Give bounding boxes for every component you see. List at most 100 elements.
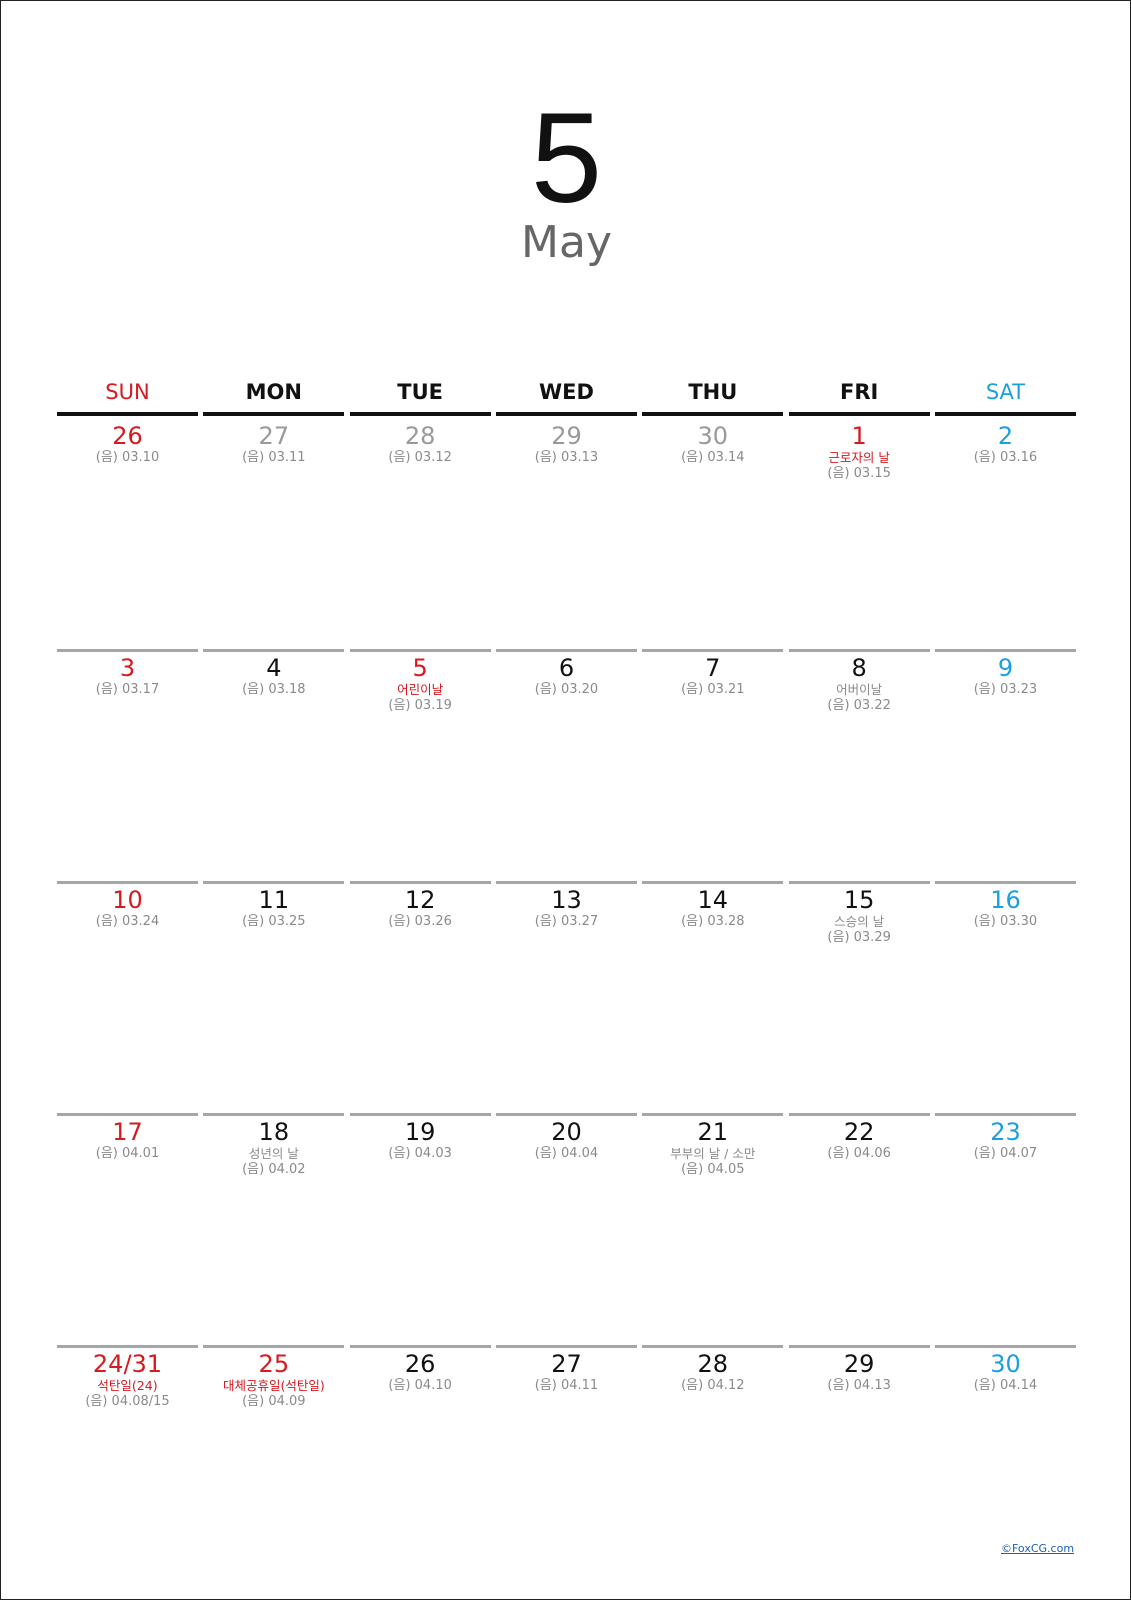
day-cell[interactable]: 27 (음) 04.11 [495, 1345, 637, 1577]
week-row: 10 (음) 03.24 11 (음) 03.25 12 (음) 03.26 13 (음) 0… [57, 881, 1076, 1113]
week-divider [788, 881, 930, 884]
header-divider [642, 412, 784, 416]
day-cell[interactable]: 19 (음) 04.03 [349, 1113, 491, 1345]
day-cell[interactable]: 23 (음) 04.07 [934, 1113, 1076, 1345]
day-cell[interactable]: 22 (음) 04.06 [788, 1113, 930, 1345]
weekday-fri: FRI [788, 377, 930, 417]
day-number: 29 [551, 422, 582, 450]
lunar-date: (음) 03.15 [827, 466, 891, 481]
week-divider [495, 1345, 637, 1348]
day-cell[interactable]: 14 (음) 03.28 [642, 881, 784, 1113]
day-number: 28 [404, 422, 436, 450]
day-cell[interactable]: 10 (음) 03.24 [57, 881, 198, 1113]
day-cell[interactable]: 25 대체공휴일(석탄일) (음) 04.09 [203, 1345, 345, 1577]
week-divider [495, 881, 637, 884]
day-cell[interactable]: 13 (음) 03.27 [495, 881, 637, 1113]
weekday-label: TUE [397, 380, 444, 404]
day-cell[interactable]: 28 (음) 03.12 [350, 417, 491, 649]
day-cell[interactable]: 2 (음) 03.16 [935, 417, 1076, 649]
day-number: 19 [404, 1118, 436, 1146]
day-cell[interactable]: 27 (음) 03.11 [203, 417, 344, 649]
week-divider [349, 1345, 491, 1348]
day-cell[interactable]: 26 (음) 04.10 [349, 1345, 491, 1577]
week-divider [934, 649, 1076, 652]
day-number: 26 [404, 1350, 436, 1378]
day-cell[interactable]: 3 (음) 03.17 [57, 649, 198, 881]
lunar-date: (음) 04.01 [95, 1146, 160, 1161]
day-cell[interactable]: 5 어린이날 (음) 03.19 [349, 649, 491, 881]
lunar-date: (음) 03.30 [973, 914, 1038, 929]
lunar-date: (음) 03.29 [827, 930, 891, 945]
day-cell[interactable]: 26 (음) 03.10 [57, 417, 198, 649]
lunar-date: (음) 03.22 [827, 698, 891, 713]
day-cell[interactable]: 30 (음) 04.14 [934, 1345, 1076, 1577]
lunar-date: (음) 04.07 [973, 1146, 1038, 1161]
lunar-date: (음) 03.23 [973, 682, 1038, 697]
day-cell[interactable]: 30 (음) 03.14 [642, 417, 783, 649]
day-cell[interactable]: 4 (음) 03.18 [203, 649, 345, 881]
day-cell[interactable]: 12 (음) 03.26 [349, 881, 491, 1113]
week-divider [349, 881, 491, 884]
credit-link[interactable]: ©FoxCG.com [1001, 1542, 1075, 1555]
day-cell[interactable]: 21 부부의 날 / 소만 (음) 04.05 [642, 1113, 784, 1345]
day-number: 30 [697, 422, 729, 450]
day-cell[interactable]: 18 성년의 날 (음) 04.02 [203, 1113, 345, 1345]
week-divider [788, 649, 930, 652]
day-cell[interactable]: 15 스승의 날 (음) 03.29 [788, 881, 930, 1113]
day-number: 14 [697, 886, 729, 914]
lunar-date: (음) 03.27 [534, 914, 599, 929]
week-row: 3 (음) 03.17 4 (음) 03.18 5 어린이날 (음) 03.19 6 (음) 0… [57, 649, 1076, 881]
day-number: 2 [997, 422, 1014, 450]
lunar-date: (음) 04.12 [681, 1378, 745, 1393]
day-number: 16 [990, 886, 1021, 914]
lunar-date: (음) 03.21 [681, 682, 745, 697]
lunar-date: (음) 03.26 [388, 914, 452, 929]
day-cell[interactable]: 6 (음) 03.20 [495, 649, 637, 881]
weekday-thu: THU [642, 377, 784, 417]
header-divider [788, 412, 930, 416]
day-cell[interactable]: 29 (음) 04.13 [788, 1345, 930, 1577]
day-cell[interactable]: 11 (음) 03.25 [203, 881, 345, 1113]
day-cell[interactable]: 9 (음) 03.23 [934, 649, 1076, 881]
lunar-date: (음) 04.08/15 [85, 1394, 170, 1409]
weekday-tue: TUE [349, 377, 491, 417]
day-number: 3 [119, 654, 136, 682]
lunar-date: (음) 04.06 [827, 1146, 891, 1161]
lunar-date: (음) 04.02 [242, 1162, 306, 1177]
day-cell[interactable]: 17 (음) 04.01 [57, 1113, 198, 1345]
lunar-date: (음) 03.24 [95, 914, 160, 929]
lunar-date: (음) 03.16 [973, 450, 1038, 465]
header-divider [934, 412, 1076, 416]
day-cell[interactable]: 28 (음) 04.12 [642, 1345, 784, 1577]
day-cell[interactable]: 1 근로자의 날 (음) 03.15 [789, 417, 930, 649]
day-cell[interactable]: 29 (음) 03.13 [496, 417, 637, 649]
day-number: 6 [558, 654, 575, 682]
day-cell[interactable]: 7 (음) 03.21 [642, 649, 784, 881]
header-divider [57, 412, 198, 416]
day-cell[interactable]: 8 어버이날 (음) 03.22 [788, 649, 930, 881]
day-cell[interactable]: 20 (음) 04.04 [495, 1113, 637, 1345]
week-divider [203, 881, 345, 884]
event-label: 근로자의 날 [828, 450, 890, 465]
weekday-label: MON [245, 380, 302, 404]
calendar-weeks: 26 (음) 03.10 27 (음) 03.11 28 (음) 03.12 29 (음) 0… [57, 417, 1076, 1577]
weekday-header: SUN MON TUE WED THU FRI SAT [57, 377, 1076, 417]
week-divider [495, 1113, 637, 1116]
week-divider [57, 649, 198, 652]
week-row: 17 (음) 04.01 18 성년의 날 (음) 04.02 19 (음) 04.03 20… [57, 1113, 1076, 1345]
month-number: 5 [530, 87, 603, 230]
calendar-grid: SUN MON TUE WED THU FRI SAT 26 (음) 03.10 2… [57, 377, 1076, 1577]
lunar-date: (음) 03.20 [534, 682, 599, 697]
day-cell[interactable]: 24/31 석탄일(24) (음) 04.08/15 [57, 1345, 198, 1577]
day-number: 15 [843, 886, 875, 914]
event-label: 석탄일(24) [97, 1378, 158, 1393]
day-number: 12 [404, 886, 436, 914]
day-cell[interactable]: 16 (음) 03.30 [934, 881, 1076, 1113]
week-divider [934, 1113, 1076, 1116]
week-divider [349, 1113, 491, 1116]
day-number: 18 [258, 1118, 290, 1146]
event-label: 어버이날 [836, 682, 883, 697]
day-number: 1 [851, 422, 867, 450]
day-number: 5 [412, 654, 428, 682]
week-divider [203, 1113, 345, 1116]
